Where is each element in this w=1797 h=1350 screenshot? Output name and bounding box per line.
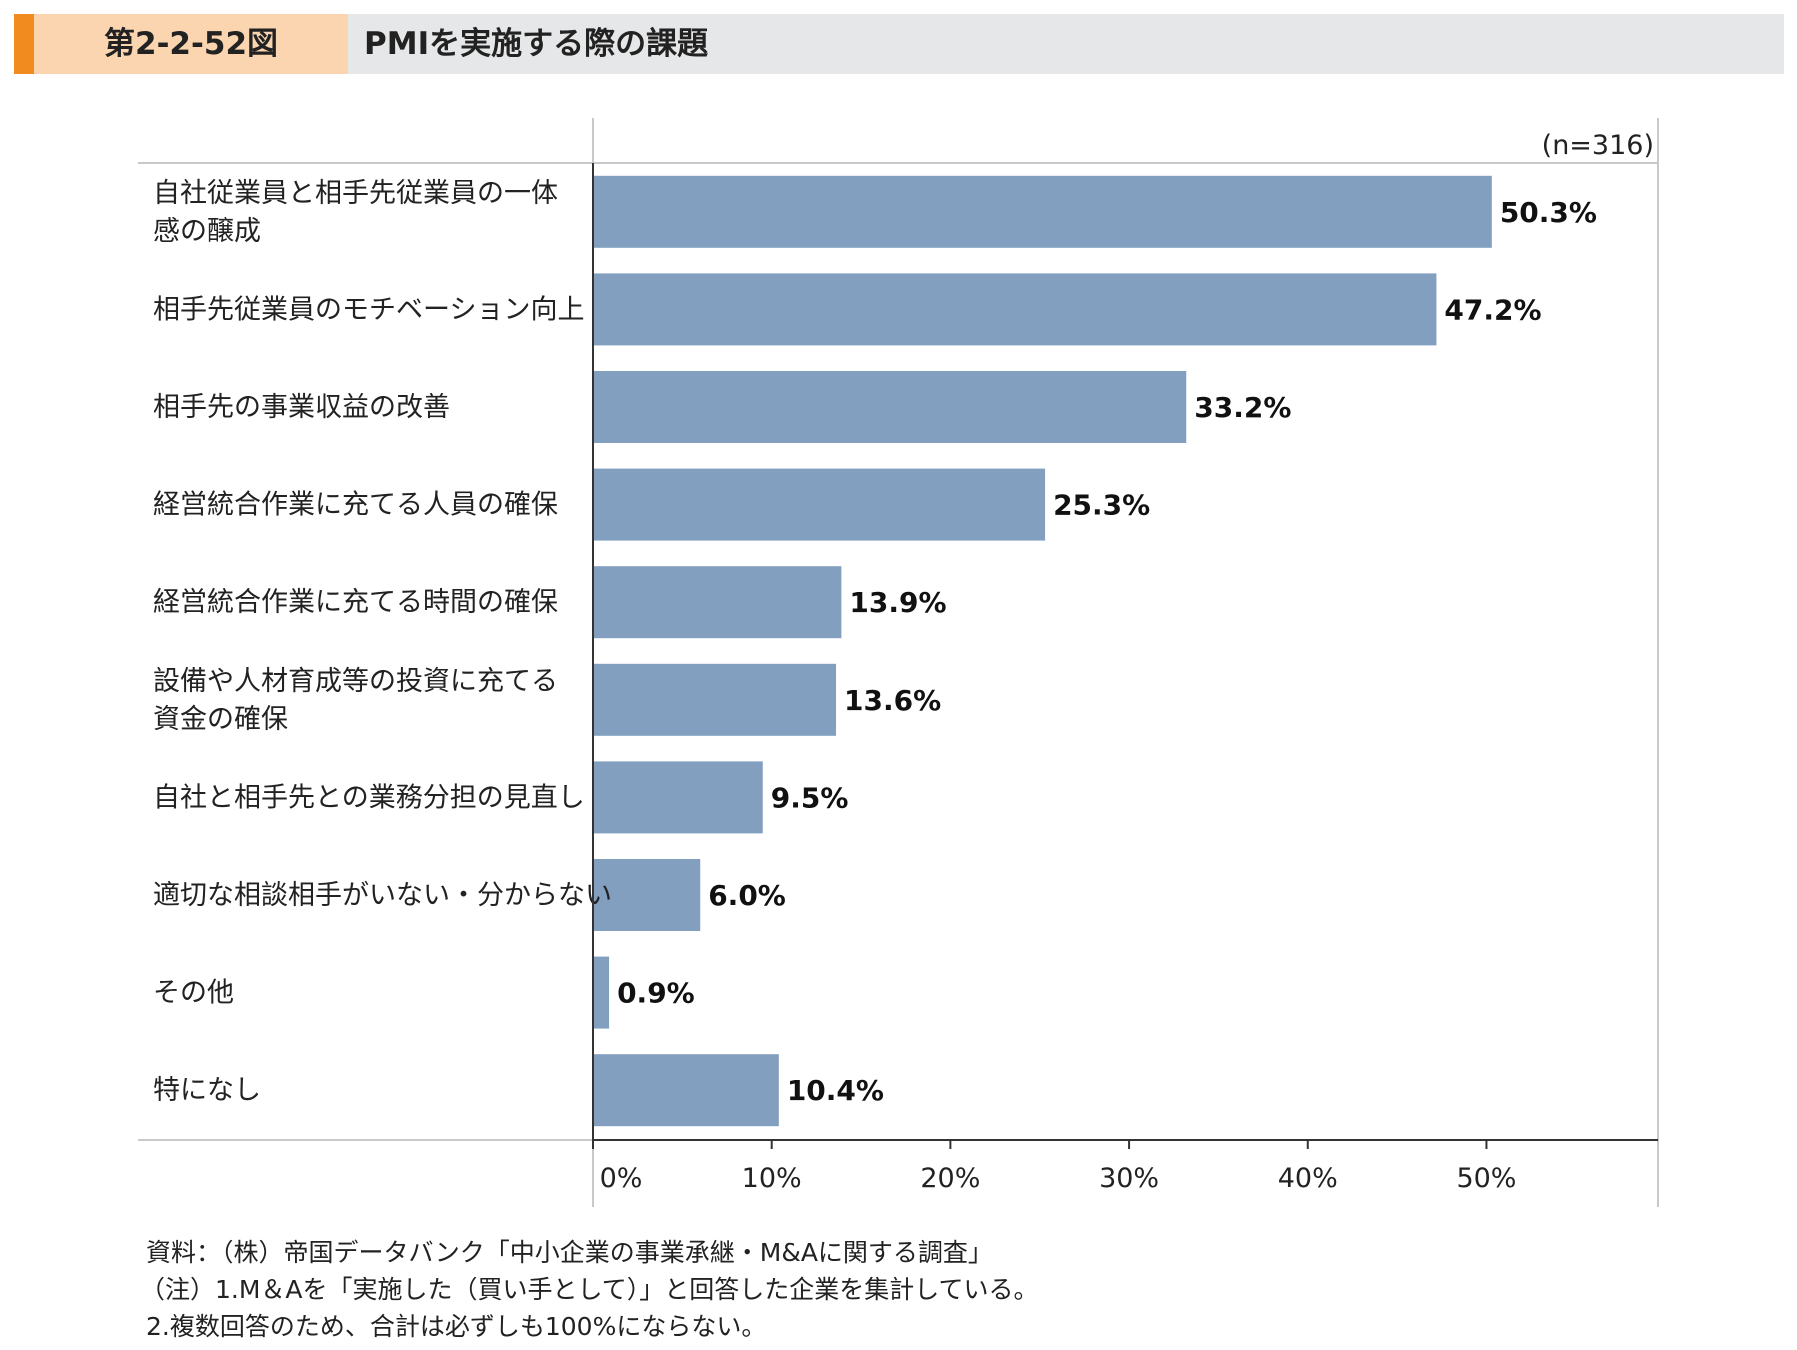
bar <box>593 859 701 931</box>
x-tick-label: 40% <box>1278 1163 1338 1194</box>
x-tick-label: 30% <box>1099 1163 1159 1194</box>
figure-header: 第2-2-52図 PMIを実施する際の課題 <box>14 14 1784 74</box>
data-label: 33.2% <box>1194 391 1291 424</box>
data-label: 9.5% <box>771 781 849 814</box>
category-label: 特になし <box>153 1075 261 1106</box>
note-1: （注）1.M＆Aを「実施した（買い手として）」と回答した企業を集計している。 <box>140 1275 1039 1304</box>
category-label: 設備や人材育成等の投資に充てる資金の確保 <box>153 666 558 735</box>
x-tick-label: 20% <box>920 1163 980 1194</box>
note-2: 2.複数回答のため、合計は必ずしも100%にならない。 <box>146 1312 767 1341</box>
x-tick-label: 50% <box>1456 1163 1516 1194</box>
bar <box>593 273 1437 346</box>
data-label: 10.4% <box>787 1074 884 1107</box>
notes: 資料：（株）帝国データバンク「中小企業の事業承継・M&Aに関する調査」 （注）1… <box>140 1234 1039 1345</box>
bar <box>593 761 763 834</box>
bar <box>593 956 610 1029</box>
data-label: 6.0% <box>708 879 786 912</box>
bar <box>593 468 1046 541</box>
data-label: 13.6% <box>844 684 941 717</box>
category-label: 相手先従業員のモチベーション向上 <box>153 294 584 325</box>
data-label: 13.9% <box>849 586 946 619</box>
category-label: 適切な相談相手がいない・分からない <box>153 880 612 911</box>
category-label: 自社従業員と相手先従業員の一体感の醸成 <box>153 178 558 247</box>
data-label: 0.9% <box>617 977 695 1010</box>
category-label: 経営統合作業に充てる人員の確保 <box>153 490 558 521</box>
data-label: 47.2% <box>1444 293 1541 326</box>
x-tick-label: 10% <box>742 1163 802 1194</box>
category-label: 経営統合作業に充てる時間の確保 <box>153 587 558 618</box>
figure-number: 第2-2-52図 <box>34 14 348 74</box>
category-label: 自社と相手先との業務分担の見直し <box>153 782 585 813</box>
data-label: 25.3% <box>1053 489 1150 522</box>
bar <box>593 371 1187 443</box>
bar <box>593 663 837 736</box>
source-note: 資料：（株）帝国データバンク「中小企業の事業承継・M&Aに関する調査」 <box>146 1238 993 1267</box>
figure-title: PMIを実施する際の課題 <box>364 26 709 62</box>
data-label: 50.3% <box>1500 196 1597 229</box>
x-tick-label: 0% <box>600 1163 643 1194</box>
bar <box>593 175 1492 248</box>
bar <box>593 566 842 639</box>
category-label: 相手先の事業収益の改善 <box>153 392 450 423</box>
sample-size-annotation: (n=316) <box>1542 130 1654 161</box>
bar-chart: (n=316) 自社従業員と相手先従業員の一体感の醸成 50.3% 相手先従業員のモチ… <box>138 118 1659 1207</box>
bar <box>593 1054 779 1127</box>
category-label: その他 <box>153 978 234 1009</box>
header-accent-bar <box>14 14 34 74</box>
